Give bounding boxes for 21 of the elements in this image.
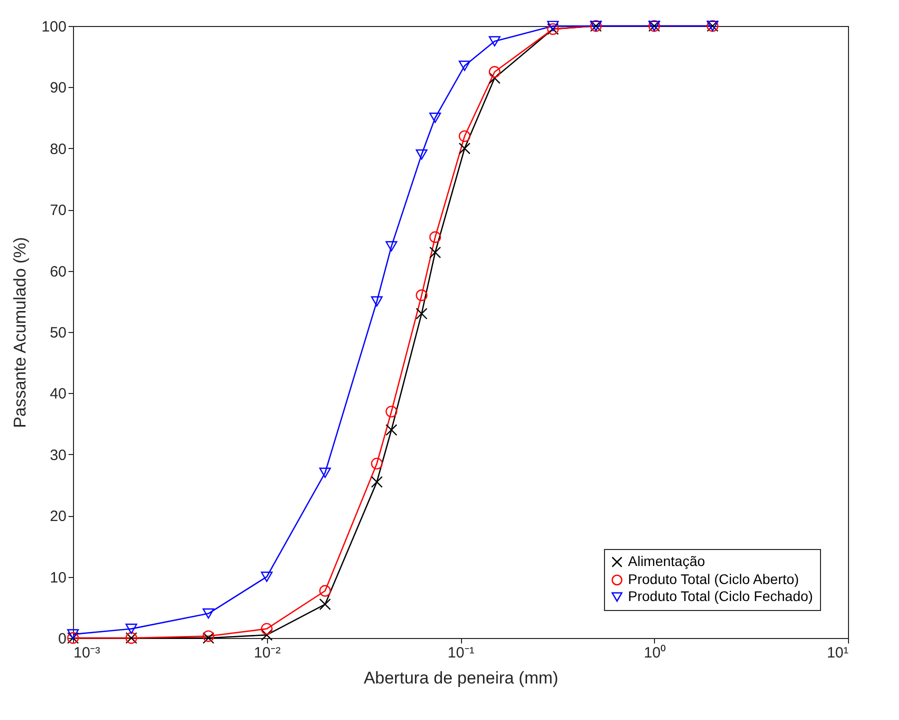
y-tick-label: 50 xyxy=(50,324,66,342)
x-tick-label: 10⁻² xyxy=(254,644,281,662)
legend-label: Produto Total (Ciclo Fechado) xyxy=(628,588,813,604)
legend-label: Produto Total (Ciclo Aberto) xyxy=(628,571,799,587)
y-axis-title: Passante Acumulado (%) xyxy=(10,237,30,428)
y-tick-label: 80 xyxy=(50,140,66,158)
x-tick-label: 10⁰ xyxy=(644,644,666,662)
y-tick-label: 40 xyxy=(50,386,66,403)
y-tick-label: 70 xyxy=(50,202,66,220)
x-tick-label: 10⁻³ xyxy=(74,644,100,662)
y-tick-label: 0 xyxy=(58,630,66,648)
x-tick-label: 10¹ xyxy=(826,644,848,662)
x-axis-title: Abertura de peneira (mm) xyxy=(364,668,558,688)
x-tick-label: 10⁻¹ xyxy=(448,644,474,662)
legend-label: Alimentação xyxy=(628,553,706,569)
y-tick-label: 90 xyxy=(50,80,66,97)
y-tick-label: 10 xyxy=(50,569,66,586)
y-tick-label: 60 xyxy=(50,263,66,280)
y-tick-label: 30 xyxy=(50,446,66,464)
y-tick-label: 20 xyxy=(50,508,66,526)
y-tick-label: 100 xyxy=(41,18,66,36)
